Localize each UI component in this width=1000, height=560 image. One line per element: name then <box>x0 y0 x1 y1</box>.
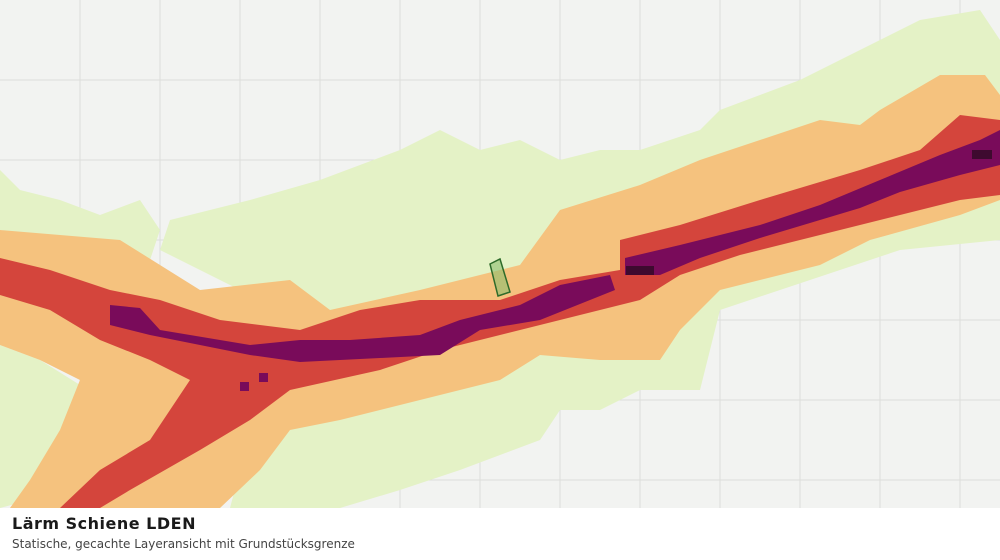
layer-title: Lärm Schiene LDEN <box>12 514 196 533</box>
legend-panel: Lärm Schiene LDEN Statische, gecachte La… <box>0 508 1000 560</box>
noise-zone-extreme <box>626 150 992 275</box>
layer-subtitle: Statische, gecachte Layeransicht mit Gru… <box>12 537 355 551</box>
noise-zone-very-high <box>110 130 1000 391</box>
parcel-boundary <box>489 257 511 297</box>
